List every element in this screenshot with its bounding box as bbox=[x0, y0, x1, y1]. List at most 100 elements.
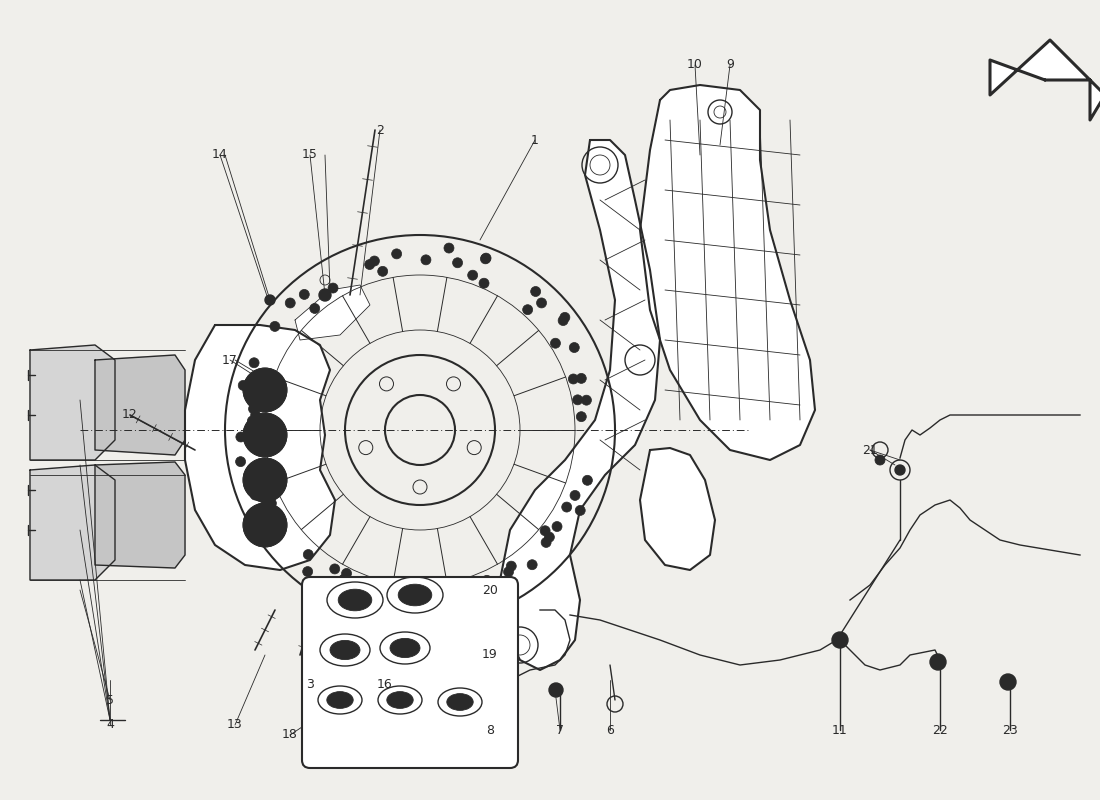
Circle shape bbox=[302, 566, 312, 577]
Circle shape bbox=[304, 550, 313, 559]
Circle shape bbox=[310, 303, 320, 314]
Text: 23: 23 bbox=[1002, 723, 1018, 737]
Circle shape bbox=[552, 522, 562, 531]
Circle shape bbox=[370, 256, 379, 266]
Circle shape bbox=[421, 255, 431, 265]
Circle shape bbox=[299, 290, 309, 299]
Text: 7: 7 bbox=[556, 723, 564, 737]
Text: 21: 21 bbox=[862, 443, 878, 457]
Text: 17: 17 bbox=[222, 354, 238, 366]
Text: 3: 3 bbox=[306, 678, 313, 691]
Circle shape bbox=[576, 374, 586, 383]
Circle shape bbox=[444, 243, 454, 253]
Text: 16: 16 bbox=[377, 678, 393, 691]
Polygon shape bbox=[185, 325, 336, 570]
Polygon shape bbox=[500, 140, 660, 670]
Circle shape bbox=[249, 358, 260, 368]
Circle shape bbox=[392, 249, 402, 259]
Circle shape bbox=[537, 298, 547, 308]
Circle shape bbox=[544, 532, 554, 542]
Text: 2: 2 bbox=[376, 123, 384, 137]
Ellipse shape bbox=[338, 589, 372, 611]
Circle shape bbox=[270, 322, 279, 331]
Text: 13: 13 bbox=[227, 718, 243, 731]
Circle shape bbox=[562, 502, 572, 512]
Text: 22: 22 bbox=[932, 723, 948, 737]
Circle shape bbox=[239, 380, 249, 390]
Polygon shape bbox=[640, 85, 815, 460]
Text: 11: 11 bbox=[832, 723, 848, 737]
Circle shape bbox=[549, 683, 563, 697]
Circle shape bbox=[527, 560, 537, 570]
Circle shape bbox=[832, 632, 848, 648]
Circle shape bbox=[339, 574, 349, 585]
Circle shape bbox=[560, 312, 570, 322]
Polygon shape bbox=[30, 465, 116, 580]
Text: 15: 15 bbox=[302, 149, 318, 162]
Ellipse shape bbox=[447, 694, 473, 710]
Circle shape bbox=[452, 258, 463, 268]
Circle shape bbox=[570, 342, 580, 353]
Polygon shape bbox=[640, 448, 715, 570]
Circle shape bbox=[582, 395, 592, 405]
Circle shape bbox=[416, 608, 426, 618]
Circle shape bbox=[365, 259, 375, 270]
Circle shape bbox=[522, 305, 532, 314]
Circle shape bbox=[530, 286, 541, 297]
Circle shape bbox=[251, 490, 261, 500]
Circle shape bbox=[499, 578, 509, 589]
Circle shape bbox=[573, 395, 583, 405]
Text: 19: 19 bbox=[482, 649, 498, 662]
Circle shape bbox=[541, 538, 551, 547]
Circle shape bbox=[469, 578, 478, 588]
Ellipse shape bbox=[390, 638, 420, 658]
Text: 20: 20 bbox=[482, 583, 498, 597]
Circle shape bbox=[333, 590, 343, 599]
Circle shape bbox=[506, 561, 516, 571]
Circle shape bbox=[250, 399, 260, 409]
Circle shape bbox=[575, 506, 585, 515]
Text: 9: 9 bbox=[726, 58, 734, 71]
Circle shape bbox=[895, 465, 905, 475]
Circle shape bbox=[550, 338, 560, 348]
Circle shape bbox=[481, 253, 491, 263]
Circle shape bbox=[260, 501, 270, 511]
Text: 8: 8 bbox=[486, 723, 494, 737]
Circle shape bbox=[235, 457, 245, 466]
Ellipse shape bbox=[398, 584, 432, 606]
Circle shape bbox=[248, 416, 257, 426]
Ellipse shape bbox=[327, 691, 353, 709]
Circle shape bbox=[243, 458, 287, 502]
Text: 14: 14 bbox=[212, 149, 228, 162]
FancyBboxPatch shape bbox=[302, 577, 518, 768]
Circle shape bbox=[478, 278, 490, 288]
Circle shape bbox=[582, 475, 593, 486]
Circle shape bbox=[444, 593, 454, 603]
Circle shape bbox=[330, 564, 340, 574]
Circle shape bbox=[576, 412, 586, 422]
Text: 12: 12 bbox=[122, 409, 138, 422]
Polygon shape bbox=[30, 345, 116, 460]
Circle shape bbox=[1000, 674, 1016, 690]
Circle shape bbox=[481, 254, 491, 264]
Circle shape bbox=[243, 503, 287, 547]
Circle shape bbox=[504, 567, 514, 577]
Circle shape bbox=[377, 266, 387, 276]
Circle shape bbox=[458, 601, 468, 610]
Circle shape bbox=[285, 298, 295, 308]
Circle shape bbox=[558, 315, 568, 326]
Circle shape bbox=[235, 432, 246, 442]
Circle shape bbox=[874, 455, 886, 465]
Circle shape bbox=[328, 283, 338, 293]
Circle shape bbox=[540, 526, 550, 536]
Circle shape bbox=[243, 368, 287, 412]
Circle shape bbox=[243, 413, 287, 457]
Circle shape bbox=[265, 295, 275, 305]
Circle shape bbox=[484, 584, 494, 594]
Circle shape bbox=[255, 414, 265, 424]
Text: 1: 1 bbox=[531, 134, 539, 146]
Polygon shape bbox=[295, 285, 370, 340]
Text: 4: 4 bbox=[106, 718, 114, 731]
Circle shape bbox=[251, 410, 261, 420]
Circle shape bbox=[393, 593, 403, 603]
